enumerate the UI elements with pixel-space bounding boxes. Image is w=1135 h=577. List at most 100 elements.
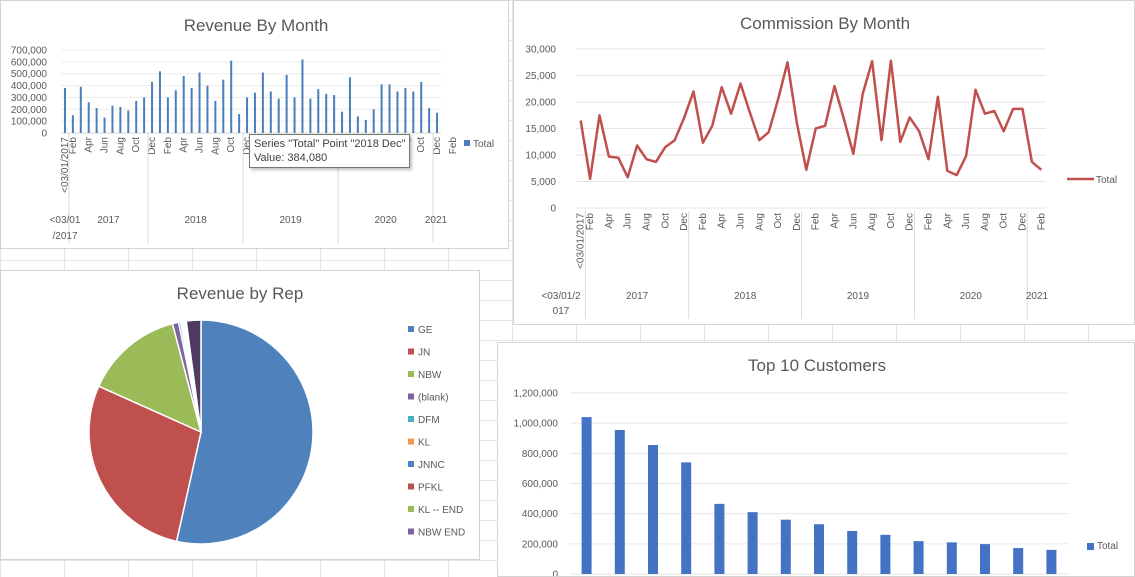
revenue-bar [87,102,90,133]
legend-swatch [408,461,414,467]
y-tick-label: 500,000 [11,69,48,80]
revenue-bar [214,100,217,133]
chart-tooltip: Series "Total" Point "2018 Dec" Value: 3… [249,134,411,168]
legend-label: DFM [418,415,440,426]
revenue-bar [95,108,98,133]
legend-swatch [464,140,470,146]
x-group-label: 2021 [1026,291,1049,302]
x-group-label: 2021 [425,215,448,226]
x-tick-label: Feb [163,137,174,155]
revenue-bar [301,59,304,133]
x-tick-label: Feb [1036,213,1047,231]
x-group-label: <03/01 [50,215,81,226]
customer-bar [714,503,725,574]
x-tick-label: Feb [924,213,935,231]
x-tick-label: Feb [698,213,709,231]
x-tick-label: Feb [811,213,822,231]
x-tick-label: Apr [717,212,728,228]
customer-bar [980,544,990,574]
revenue-bar [317,89,320,133]
customers-chart-panel[interactable]: Top 10 Customers 1,200,000 1,000,000 800,0… [497,342,1135,577]
x-tick-label: Dec [792,213,803,231]
x-tick-label: Jun [848,213,859,229]
x-tick-label: Dec [1018,213,1029,231]
revenue-bar [277,98,280,133]
y-tick-label: 700,000 [11,46,48,57]
legend-label: Total [1096,175,1117,186]
legend-swatch [408,371,414,377]
y-tick-label: 15,000 [525,124,556,135]
customer-bar [847,531,858,574]
y-tick-label: 30,000 [525,45,556,56]
x-tick-label: Aug [115,137,126,155]
commission-chart-panel[interactable]: Commission By Month 30,000 25,000 20,000 15… [513,0,1135,325]
revenue-chart-panel[interactable]: Revenue By Month 700,000 600,000 500,000 40… [0,0,509,249]
y-tick-label: 0 [552,570,558,577]
x-group-label: /2017 [52,231,77,242]
customer-bar [913,541,924,574]
revenue-bar [238,114,241,133]
legend-swatch [408,326,414,332]
customers-chart-title: Top 10 Customers [748,356,886,375]
revenue-bar [230,60,233,133]
commission-line [579,59,1043,181]
customer-bar [648,445,658,574]
legend-label: Total [473,139,494,150]
revenue-bar [143,97,146,133]
commission-chart: Commission By Month 30,000 25,000 20,000 15… [525,14,1117,319]
revenue-bar [380,84,383,133]
customer-bar [1013,548,1024,574]
y-tick-label: 400,000 [11,81,48,92]
x-tick-label: Dec [432,137,443,155]
x-tick-label: Apr [942,212,953,228]
legend-swatch [1087,543,1094,550]
revenue-bar [348,77,351,133]
x-tick-label: Jun [961,213,972,229]
revenue-bar [341,111,344,133]
customer-bar [747,512,758,574]
x-tick-label: <03/01/2017 [576,213,587,269]
legend-swatch [408,483,414,490]
revenue-bar [222,79,225,133]
revenue-bar [356,116,359,133]
legend-label: GE [418,325,433,336]
x-group-label: <03/01/2 [541,291,581,302]
y-tick-label: 200,000 [11,105,48,116]
x-tick-label: Aug [642,213,653,231]
rep-chart-panel[interactable]: Revenue by Rep GE JN NBW (blank) DFM KL JNNC PF… [0,270,480,560]
x-tick-label: Aug [980,213,991,231]
legend-label: JN [418,348,430,359]
revenue-bar [182,76,185,133]
x-tick-label: <03/01/2017 [60,137,71,193]
x-group-label: 017 [553,306,570,317]
x-tick-label: Apr [830,212,841,228]
revenue-bar [364,119,367,133]
revenue-bar [261,72,264,133]
x-tick-label: Jun [736,213,747,229]
x-group-label: 2019 [279,215,302,226]
legend-swatch [408,393,414,400]
x-tick-label: Dec [242,137,253,155]
legend-swatch [408,438,414,445]
y-tick-label: 0 [550,204,556,215]
customer-bar [1046,549,1057,574]
revenue-bar [420,82,423,133]
x-tick-label: Feb [68,137,79,155]
y-tick-label: 600,000 [11,57,48,68]
revenue-bar [135,100,138,133]
revenue-bar [158,71,161,133]
revenue-bar [325,93,328,133]
revenue-bar [71,115,74,133]
customer-bar [581,417,592,574]
x-tick-label: Apr [179,136,190,152]
y-tick-label: 400,000 [522,509,559,520]
x-tick-label: Dec [147,137,158,155]
legend-swatch [408,528,414,535]
x-group-label: 2020 [960,291,983,302]
x-tick-label: Feb [585,213,596,231]
y-tick-label: 1,000,000 [514,419,559,430]
revenue-bar [372,109,375,133]
y-tick-label: 20,000 [525,98,556,109]
customer-bar [946,542,957,574]
revenue-bar [151,82,154,133]
